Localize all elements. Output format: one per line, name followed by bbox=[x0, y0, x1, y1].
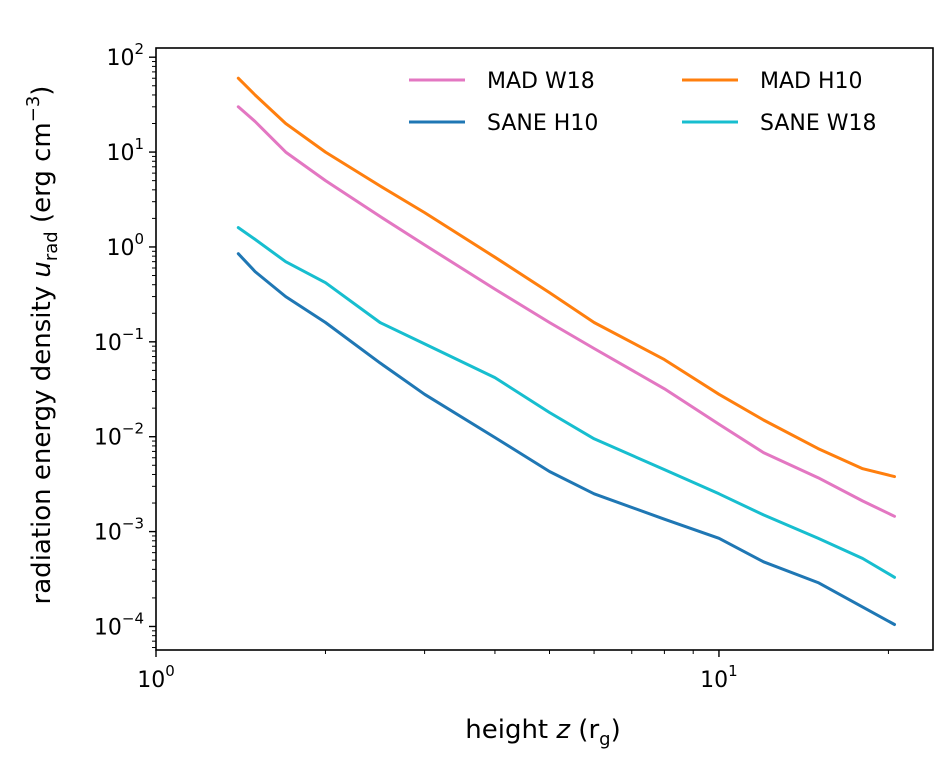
y-axis-label: radiation energy density urad (erg cm−3) bbox=[23, 86, 62, 605]
series-line-mad-w18 bbox=[236, 105, 896, 518]
plot-frame bbox=[155, 47, 934, 651]
y-tick-label: 10−3 bbox=[94, 515, 144, 546]
legend: MAD W18 MAD H10 SANE H10 SANE W18 bbox=[409, 69, 877, 136]
x-tick-label: 100 bbox=[137, 662, 175, 693]
series-line-mad-h10 bbox=[236, 76, 896, 479]
ticks-layer: 100 101 102 101 100 10−1 10−2 10−3 10−4 bbox=[94, 40, 889, 693]
x-axis-label: height z (rg) bbox=[465, 715, 621, 750]
y-tick-label: 101 bbox=[106, 135, 144, 166]
y-tick-label: 10−2 bbox=[94, 420, 144, 451]
y-tick-label: 100 bbox=[106, 230, 144, 261]
x-tick-label: 101 bbox=[700, 662, 738, 693]
series-line-sane-w18 bbox=[236, 226, 896, 579]
legend-label-sane-h10: SANE H10 bbox=[487, 111, 598, 136]
series-layer bbox=[236, 76, 896, 626]
y-tick-label: 10−1 bbox=[94, 325, 144, 356]
legend-label-mad-h10: MAD H10 bbox=[760, 69, 863, 94]
legend-label-mad-w18: MAD W18 bbox=[487, 69, 595, 94]
legend-label-sane-w18: SANE W18 bbox=[760, 111, 877, 136]
y-tick-label: 10−4 bbox=[94, 609, 144, 640]
y-tick-label: 102 bbox=[106, 40, 144, 71]
series-line-sane-h10 bbox=[236, 252, 896, 626]
